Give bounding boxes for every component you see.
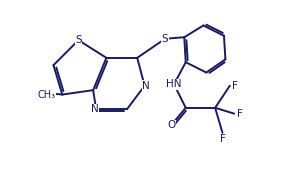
Text: CH₃: CH₃ xyxy=(37,89,55,100)
Text: S: S xyxy=(75,35,82,45)
Text: S: S xyxy=(162,34,168,44)
Text: HN: HN xyxy=(166,79,182,89)
Text: F: F xyxy=(220,134,225,144)
Text: O: O xyxy=(167,120,175,130)
Text: F: F xyxy=(237,109,243,119)
Text: F: F xyxy=(232,81,238,91)
Text: N: N xyxy=(142,81,150,91)
Text: N: N xyxy=(91,104,99,114)
